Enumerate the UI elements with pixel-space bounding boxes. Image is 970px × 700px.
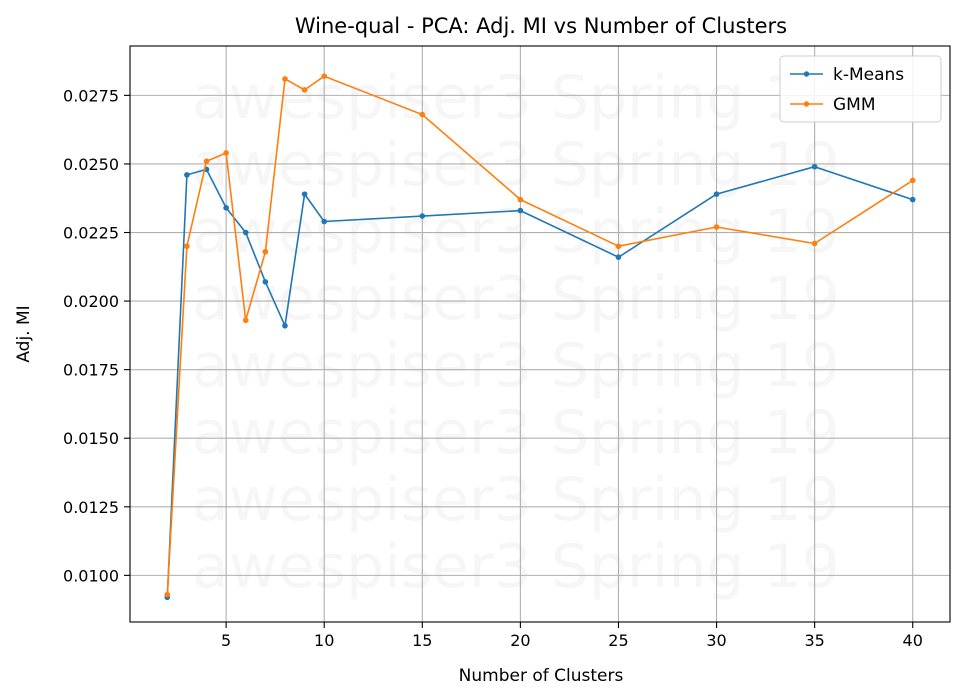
data-point-k-means <box>321 218 328 225</box>
data-point-gmm <box>713 224 720 230</box>
legend-box <box>779 55 942 123</box>
x-tick-label: 15 <box>412 631 432 650</box>
series-layer <box>164 73 916 601</box>
data-point-k-means <box>301 191 308 197</box>
plot-frame <box>129 45 951 623</box>
x-axis-label: Number of Clusters <box>459 666 624 686</box>
data-point-gmm <box>321 73 328 79</box>
y-tick-label: 0.0200 <box>63 292 119 311</box>
data-point-gmm <box>282 76 288 82</box>
data-point-k-means <box>909 196 916 203</box>
legend: k-Means GMM <box>779 55 942 123</box>
data-point-gmm <box>164 591 171 598</box>
watermark-text: awespiser3 Spring 19 <box>192 331 840 401</box>
x-tick-label: 30 <box>706 631 726 650</box>
chart-title: Wine-qual - PCA: Adj. MI vs Number of Cl… <box>295 14 787 38</box>
data-point-k-means <box>262 279 269 285</box>
data-point-k-means <box>811 163 818 170</box>
x-tick-label: 35 <box>804 631 824 650</box>
data-point-k-means <box>517 207 524 214</box>
data-point-gmm <box>223 150 229 156</box>
data-point-k-means <box>419 213 426 219</box>
data-point-gmm <box>811 240 818 247</box>
legend-kmeans-marker <box>803 71 810 77</box>
watermark-text: awespiser3 Spring 19 <box>192 532 840 602</box>
data-point-k-means <box>615 254 622 260</box>
data-point-k-means <box>282 322 288 329</box>
watermark-text: awespiser3 Spring 19 <box>192 63 840 133</box>
data-point-gmm <box>909 177 916 184</box>
data-point-k-means <box>242 229 249 236</box>
watermark-text: awespiser3 Spring 19 <box>192 398 840 468</box>
y-tick-label: 0.0150 <box>63 429 119 448</box>
x-tick-label: 10 <box>314 631 334 650</box>
data-point-gmm <box>301 87 308 93</box>
x-tick-label: 5 <box>221 631 231 650</box>
data-point-k-means <box>713 191 720 197</box>
watermark-text: awespiser3 Spring 19 <box>192 465 840 535</box>
y-axis-ticks: 0.0100 0.0125 0.0150 0.0175 0.0200 0.0225 0.02… <box>63 86 130 585</box>
data-point-k-means <box>184 172 190 178</box>
data-point-gmm <box>242 317 249 324</box>
watermark-text: awespiser3 Spring 19 <box>192 130 840 200</box>
legend-gmm-label: GMM <box>833 95 876 115</box>
data-point-gmm <box>184 243 190 250</box>
x-tick-label: 40 <box>903 631 923 650</box>
grid-lines <box>130 46 950 622</box>
legend-kmeans-label: k-Means <box>833 65 904 85</box>
legend-gmm-marker <box>803 101 810 107</box>
data-point-gmm <box>517 196 524 203</box>
y-tick-label: 0.0175 <box>63 361 119 380</box>
data-point-k-means <box>223 205 229 211</box>
data-point-gmm <box>419 111 426 118</box>
data-point-gmm <box>615 243 622 250</box>
y-tick-label: 0.0225 <box>63 224 119 243</box>
y-tick-label: 0.0250 <box>63 155 119 174</box>
y-axis-label: Adj. MI <box>14 305 34 362</box>
x-tick-label: 25 <box>608 631 628 650</box>
x-tick-label: 20 <box>510 631 530 650</box>
data-point-gmm <box>203 158 210 164</box>
x-axis-ticks: 5 10 15 20 25 30 35 40 <box>221 622 923 650</box>
y-tick-label: 0.0100 <box>63 566 119 585</box>
y-tick-label: 0.0125 <box>63 498 119 517</box>
data-point-gmm <box>262 248 269 255</box>
y-tick-label: 0.0275 <box>63 86 119 105</box>
